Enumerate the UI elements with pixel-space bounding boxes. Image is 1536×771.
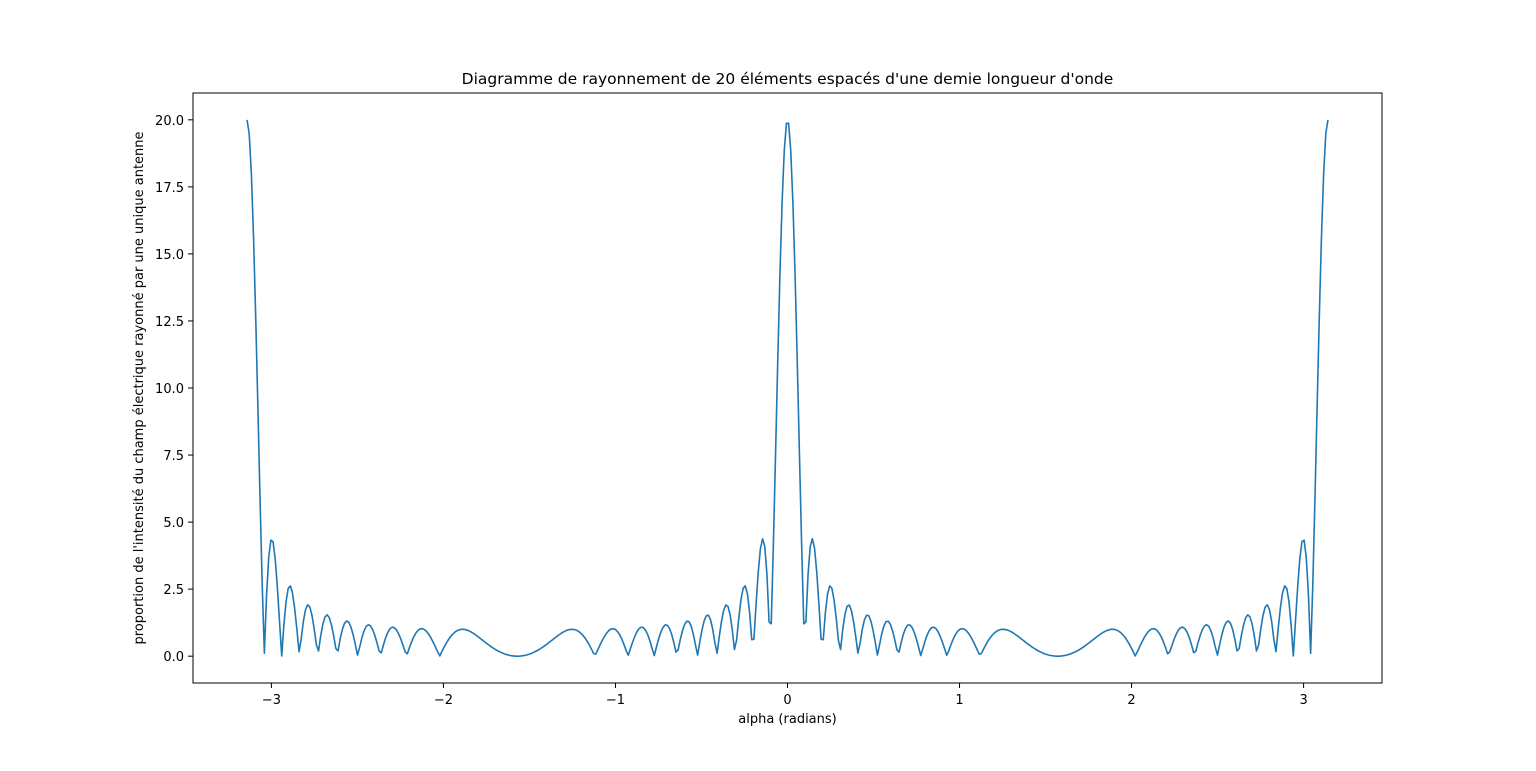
x-tick-label: −3 xyxy=(262,693,281,708)
y-tick-label: 12.5 xyxy=(155,315,184,330)
x-tick-label: −2 xyxy=(434,693,453,708)
x-tick-label: 1 xyxy=(955,693,963,708)
x-axis-label: alpha (radians) xyxy=(738,712,836,727)
y-tick-label: 20.0 xyxy=(155,114,184,129)
y-tick-label: 2.5 xyxy=(163,583,184,598)
y-tick-label: 10.0 xyxy=(155,382,184,397)
series-layer xyxy=(246,119,1329,657)
x-tick-label: −1 xyxy=(606,693,625,708)
y-tick-label: 0.0 xyxy=(163,650,184,665)
y-tick-label: 15.0 xyxy=(155,248,184,263)
x-axis: −3 −2 −1 0 1 2 3 xyxy=(262,683,1308,708)
series-line xyxy=(246,119,1329,657)
y-axis-label: proportion de l'intensité du champ élect… xyxy=(132,131,147,644)
x-tick-label: 0 xyxy=(783,693,791,708)
y-tick-label: 5.0 xyxy=(163,516,184,531)
y-tick-label: 17.5 xyxy=(155,181,184,196)
y-axis: 0.0 2.5 5.0 7.5 10.0 12.5 15.0 17.5 20.0 xyxy=(155,114,193,665)
y-tick-label: 7.5 xyxy=(163,449,184,464)
x-tick-label: 2 xyxy=(1127,693,1135,708)
x-tick-label: 3 xyxy=(1299,693,1307,708)
chart-title: Diagramme de rayonnement de 20 éléments … xyxy=(462,70,1114,88)
